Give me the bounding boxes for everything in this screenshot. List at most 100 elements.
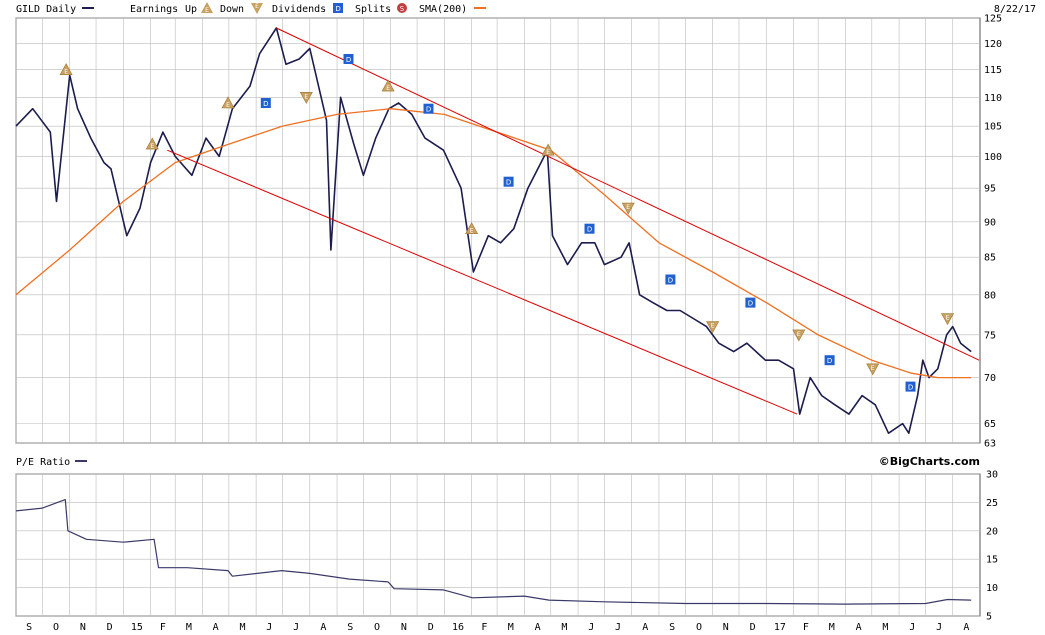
pe-panel: P/E Ratio 5 10 15 20 25 30: [15, 457, 998, 623]
dividend-marker: D: [905, 381, 916, 392]
upper-channel-line: [276, 27, 980, 361]
pe-y-tick-label: 20: [986, 526, 998, 537]
x-tick-label: A: [642, 622, 648, 633]
dividend-marker: D: [584, 223, 595, 234]
dividend-marker: D: [745, 297, 756, 308]
svg-text:D: D: [908, 384, 913, 392]
x-tick-label: J: [293, 622, 299, 633]
dividend-marker: D: [665, 274, 676, 285]
x-tick-label: N: [80, 622, 86, 633]
price-y-tick-label: 70: [984, 373, 996, 384]
x-tick-label: 16: [452, 622, 464, 633]
svg-text:E: E: [386, 85, 390, 92]
x-tick-label: 15: [131, 622, 143, 633]
legend-dividends-label: Dividends: [272, 4, 326, 15]
svg-text:E: E: [304, 93, 308, 100]
svg-text:E: E: [946, 315, 950, 322]
svg-text:E: E: [470, 228, 474, 235]
svg-text:E: E: [626, 204, 630, 211]
x-tick-label: J: [588, 622, 594, 633]
x-tick-label: A: [963, 622, 969, 633]
price-y-tick-label: 95: [984, 184, 996, 195]
svg-text:S: S: [400, 5, 405, 13]
price-grid: [15, 17, 980, 444]
price-line: [15, 27, 972, 435]
dividend-legend-icon: D: [333, 3, 343, 13]
svg-text:D: D: [668, 277, 673, 285]
pe-y-tick-label: 30: [986, 470, 998, 481]
x-tick-label: S: [347, 622, 353, 633]
split-legend-icon: S: [397, 3, 407, 13]
dividend-marker: D: [343, 54, 354, 64]
earnings-up-marker: E: [145, 137, 159, 150]
earnings-up-icon: E: [201, 2, 213, 14]
x-tick-label: D: [107, 622, 113, 633]
svg-text:D: D: [748, 300, 753, 308]
earnings-up-marker: E: [59, 63, 73, 76]
price-y-ticks: 63 65 70 75 80 85 90 95 100 105 110 115 120 125: [984, 14, 1002, 450]
legend-splits-label: Splits: [355, 4, 391, 15]
price-y-tick-label: 75: [984, 330, 996, 341]
price-y-tick-label: 63: [984, 439, 996, 450]
svg-text:D: D: [506, 179, 511, 187]
price-y-tick-label: 100: [984, 152, 1002, 163]
earnings-down-icon: E: [251, 3, 263, 14]
x-tick-label: F: [160, 622, 166, 633]
dividend-marker: D: [260, 98, 271, 108]
pe-line: [15, 499, 972, 605]
earnings-down-marker: E: [706, 321, 720, 334]
price-y-tick-label: 125: [984, 14, 1002, 25]
svg-text:E: E: [226, 102, 230, 109]
x-tick-label: O: [374, 622, 380, 633]
price-y-tick-label: 85: [984, 253, 996, 264]
x-tick-label: M: [561, 622, 567, 633]
x-tick-label: D: [750, 622, 756, 633]
x-tick-label: S: [669, 622, 675, 633]
pe-grid: [15, 473, 980, 617]
lower-channel-line: [167, 149, 798, 415]
svg-text:D: D: [263, 100, 268, 108]
x-tick-label: O: [696, 622, 702, 633]
svg-text:E: E: [871, 365, 875, 372]
earnings-up-marker: E: [221, 96, 235, 109]
svg-text:D: D: [587, 226, 592, 234]
legend-title: GILD Daily: [16, 4, 76, 15]
price-y-tick-label: 80: [984, 290, 996, 301]
price-y-tick-label: 65: [984, 419, 996, 430]
x-axis-labels: S O N D 15 F M A M J J A S O N D 16 F M A M J J A S O N D 17 F M A M J J A: [26, 622, 969, 633]
svg-text:E: E: [64, 69, 68, 76]
pe-y-tick-label: 25: [986, 498, 998, 509]
svg-text:E: E: [255, 3, 259, 10]
svg-text:E: E: [797, 331, 801, 338]
sma-line: [15, 108, 972, 379]
legend-date: 8/22/17: [994, 4, 1036, 15]
earnings-up-marker: E: [465, 222, 479, 235]
x-tick-label: N: [723, 622, 729, 633]
earnings-down-marker: E: [940, 313, 955, 326]
svg-text:E: E: [546, 149, 550, 156]
legend-down-label: Down: [220, 4, 244, 15]
x-tick-label: A: [856, 622, 862, 633]
x-tick-label: J: [615, 622, 621, 633]
x-tick-label: M: [882, 622, 888, 633]
legend-sma-label: SMA(200): [419, 4, 467, 15]
svg-text:D: D: [426, 106, 431, 114]
earnings-up-marker: E: [381, 79, 395, 92]
x-tick-label: S: [26, 622, 32, 633]
svg-text:E: E: [711, 323, 715, 330]
x-tick-label: M: [829, 622, 835, 633]
x-tick-label: A: [535, 622, 541, 633]
svg-text:D: D: [346, 56, 351, 64]
pe-y-tick-label: 10: [986, 583, 998, 594]
x-tick-label: M: [508, 622, 514, 633]
pe-y-tick-label: 15: [986, 555, 998, 566]
dividend-marker: D: [824, 355, 835, 366]
x-tick-label: 17: [774, 622, 786, 633]
x-tick-label: A: [320, 622, 326, 633]
svg-text:D: D: [335, 5, 340, 13]
credit-text: ©BigCharts.com: [879, 455, 980, 468]
svg-text:D: D: [827, 357, 832, 365]
legend: GILD Daily Earnings Up E Down E Dividend…: [16, 2, 1036, 15]
